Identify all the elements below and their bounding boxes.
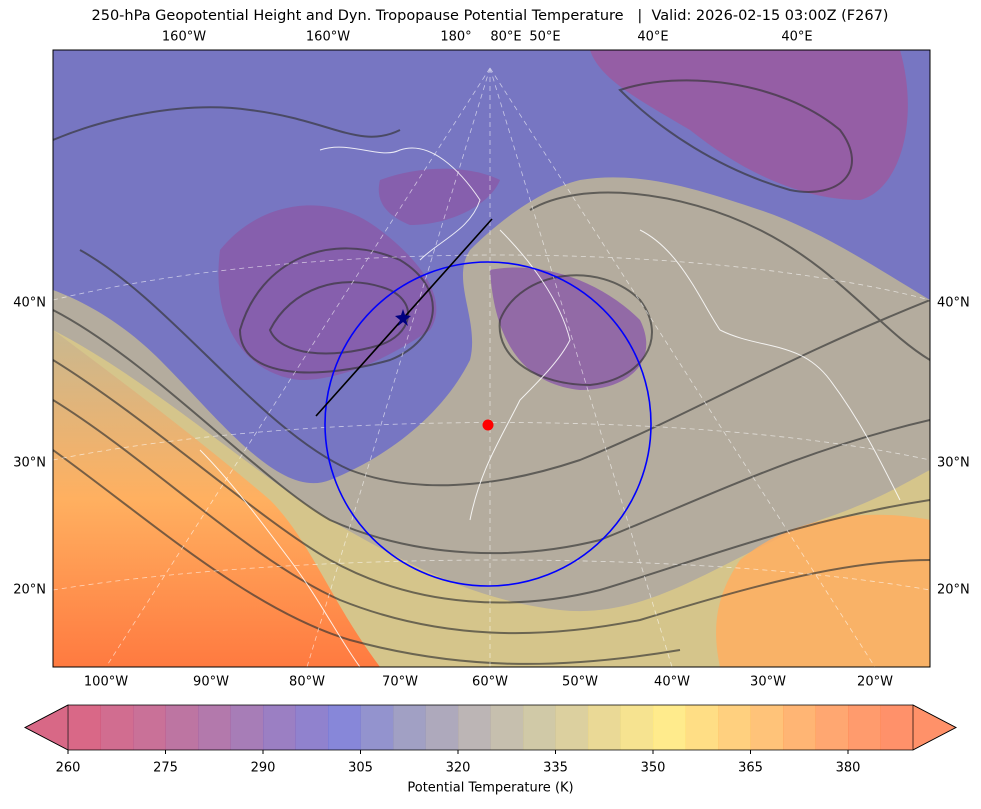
left-lat-label: 40°N (13, 296, 46, 311)
colorbar: 260 275 290 305 320 335 350 365 380 Potential Tem… (24, 704, 957, 796)
colorbar-segment (295, 705, 329, 750)
colorbar-tick-label: 320 (446, 761, 471, 776)
cold-core (378, 168, 500, 225)
top-lon-label: 180° (440, 30, 471, 45)
top-lon-label: 40°E (637, 30, 668, 45)
colorbar-segment (848, 705, 881, 750)
colorbar-segment (685, 705, 719, 750)
colorbar-segment (100, 705, 134, 750)
colorbar-label: Potential Temperature (K) (407, 781, 573, 796)
bottom-lon-label: 50°W (562, 675, 598, 690)
colorbar-segment (458, 705, 491, 750)
warm-region (53, 330, 380, 667)
colorbar-segment (783, 705, 816, 750)
colorbar-tick-label: 365 (738, 761, 763, 776)
title: 250-hPa Geopotential Height and Dyn. Tro… (92, 8, 889, 24)
search-circle (324, 261, 652, 587)
colorbar-segment (198, 705, 231, 750)
bottom-lon-label: 100°W (84, 675, 128, 690)
colorbar-segment (880, 705, 914, 750)
cold-core (490, 267, 647, 390)
colorbar-tick-label: 290 (251, 761, 276, 776)
colorbar-segment (523, 705, 556, 750)
right-lat-label: 30°N (937, 456, 970, 471)
colorbar-segment (653, 705, 686, 750)
colorbar-segment (555, 705, 589, 750)
bottom-lon-label: 60°W (472, 675, 508, 690)
colorbar-segment (490, 705, 524, 750)
bottom-lon-label: 20°W (857, 675, 893, 690)
colorbar-tick-label: 335 (543, 761, 568, 776)
bottom-lon-label: 70°W (382, 675, 418, 690)
colorbar-segment (815, 705, 849, 750)
colorbar-segment (393, 705, 426, 750)
colorbar-segment (263, 705, 296, 750)
map (53, 50, 930, 667)
colorbar-segment (425, 705, 459, 750)
map-frame (52, 49, 931, 668)
right-lat-label: 40°N (937, 296, 970, 311)
bottom-lon-label: 90°W (193, 675, 229, 690)
colorbar-segment (360, 705, 394, 750)
warm-region (716, 514, 930, 667)
bottom-lon-label: 40°W (654, 675, 690, 690)
colorbar-segment (133, 705, 166, 750)
marker-star (395, 309, 411, 326)
bottom-lon-label: 30°W (750, 675, 786, 690)
colorbar-outline (24, 704, 957, 751)
right-lat-label: 20°N (937, 583, 970, 598)
top-lon-label: 50°E (529, 30, 560, 45)
cold-core (590, 50, 908, 200)
colorbar-tick-label: 260 (56, 761, 81, 776)
colorbar-tick-label: 275 (153, 761, 178, 776)
colorbar-segment (750, 705, 784, 750)
colorbar-segment (588, 705, 621, 750)
colorbar-segment (68, 705, 101, 750)
colorbar-tick-label: 350 (641, 761, 666, 776)
colorbar-extend-high (912, 704, 957, 751)
top-lon-label: 160°W (162, 30, 206, 45)
left-lat-label: 30°N (13, 456, 46, 471)
colorbar-segment (328, 705, 361, 750)
map-labels: 160°W 160°W 180° 80°E 50°E 40°E 40°E 100°W 90°W 8… (13, 30, 970, 690)
colorbar-segment (165, 705, 199, 750)
colorbar-extend-low (24, 704, 69, 751)
top-lon-label: 40°E (781, 30, 812, 45)
coastlines (199, 146, 901, 667)
bottom-lon-label: 80°W (289, 675, 325, 690)
colorbar-segment (620, 705, 654, 750)
colorbar-segment (230, 705, 264, 750)
graticule (53, 67, 930, 667)
colorbar-segment (718, 705, 751, 750)
top-lon-label: 80°E (490, 30, 521, 45)
colorbar-tick-label: 380 (836, 761, 861, 776)
center-point (482, 419, 494, 431)
top-lon-label: 160°W (306, 30, 350, 45)
left-lat-label: 20°N (13, 583, 46, 598)
colorbar-tick-label: 305 (348, 761, 373, 776)
